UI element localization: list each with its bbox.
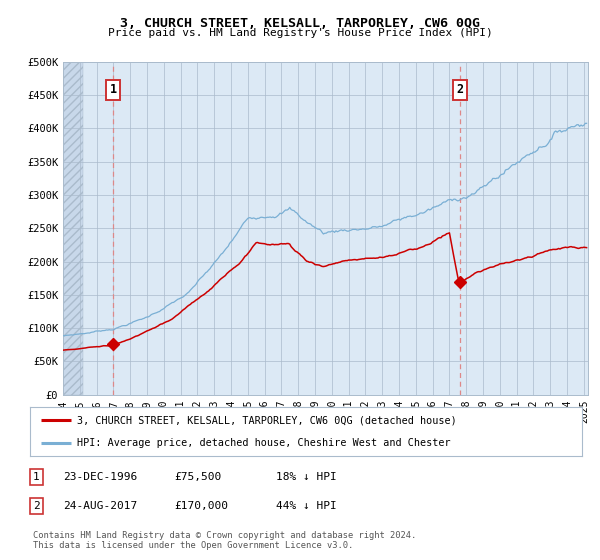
Text: £170,000: £170,000: [174, 501, 228, 511]
Text: 3, CHURCH STREET, KELSALL, TARPORLEY, CW6 0QG: 3, CHURCH STREET, KELSALL, TARPORLEY, CW…: [120, 17, 480, 30]
Text: 24-AUG-2017: 24-AUG-2017: [63, 501, 137, 511]
Text: 1: 1: [109, 83, 116, 96]
Text: 2: 2: [33, 501, 40, 511]
Text: £75,500: £75,500: [174, 472, 221, 482]
Text: 18% ↓ HPI: 18% ↓ HPI: [276, 472, 337, 482]
Text: 3, CHURCH STREET, KELSALL, TARPORLEY, CW6 0QG (detached house): 3, CHURCH STREET, KELSALL, TARPORLEY, CW…: [77, 416, 457, 426]
Text: Price paid vs. HM Land Registry's House Price Index (HPI): Price paid vs. HM Land Registry's House …: [107, 28, 493, 38]
Polygon shape: [63, 62, 83, 395]
Text: 44% ↓ HPI: 44% ↓ HPI: [276, 501, 337, 511]
Text: 23-DEC-1996: 23-DEC-1996: [63, 472, 137, 482]
Text: Contains HM Land Registry data © Crown copyright and database right 2024.
This d: Contains HM Land Registry data © Crown c…: [33, 530, 416, 550]
Text: HPI: Average price, detached house, Cheshire West and Chester: HPI: Average price, detached house, Ches…: [77, 438, 451, 448]
Text: 2: 2: [457, 83, 464, 96]
Text: 1: 1: [33, 472, 40, 482]
